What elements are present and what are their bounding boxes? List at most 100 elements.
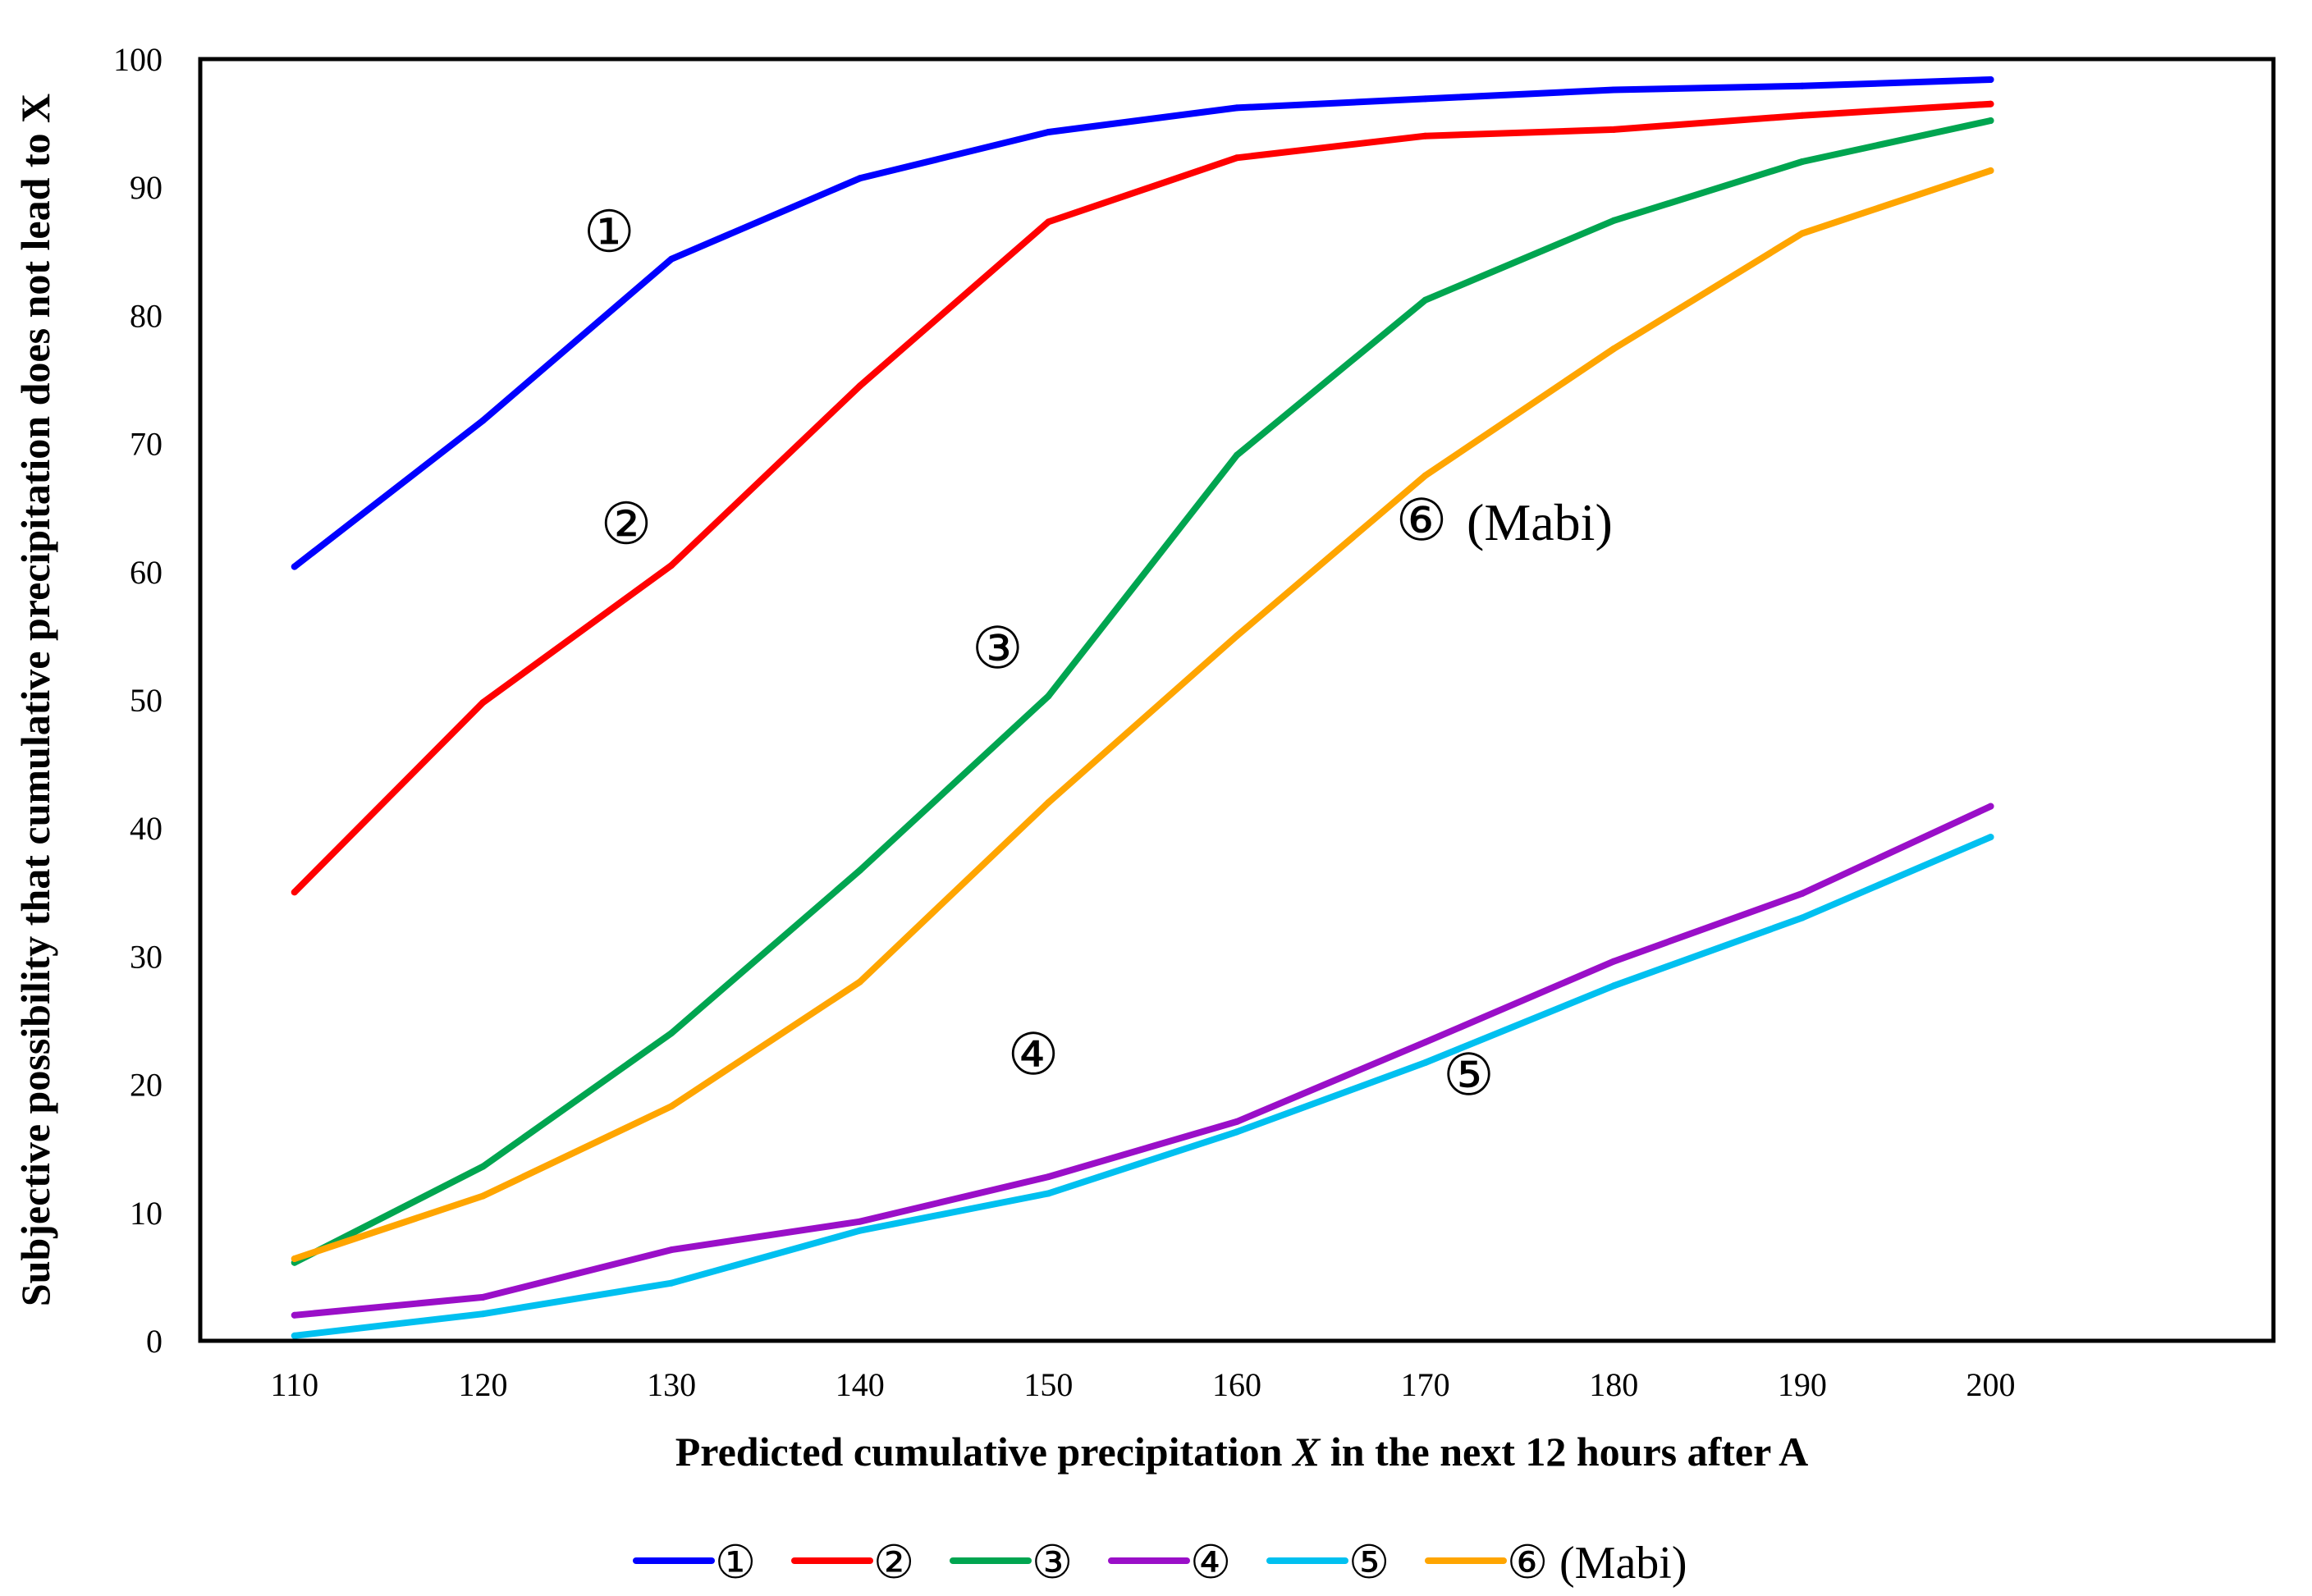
data-point <box>1610 86 1618 94</box>
data-point <box>479 699 487 707</box>
data-point <box>1987 834 1994 841</box>
data-point <box>1045 693 1052 700</box>
legend-item-3: ③ <box>950 1536 1073 1589</box>
x-tick-label: 110 <box>271 1366 319 1403</box>
data-point <box>1234 632 1240 639</box>
data-point <box>291 889 298 896</box>
y-tick-label: 50 <box>130 682 163 719</box>
data-point <box>479 417 487 424</box>
data-point <box>291 1255 298 1262</box>
data-point <box>668 1103 675 1110</box>
series-line-2 <box>291 100 1994 896</box>
data-point <box>856 382 863 390</box>
data-point <box>1798 158 1806 165</box>
series-line-4 <box>291 803 1994 1319</box>
y-tick-label: 70 <box>130 426 163 463</box>
data-point <box>856 867 863 874</box>
data-point <box>1422 132 1429 139</box>
legend-label: ② <box>873 1536 914 1589</box>
x-axis-ticks: 110 120 130 140 150 160 170 180 190 200 <box>271 1366 2016 1403</box>
data-point <box>479 1293 487 1301</box>
series-line-5 <box>291 834 1994 1339</box>
data-point <box>1798 914 1806 921</box>
series-line-6 <box>291 167 1994 1262</box>
series-points-2 <box>291 100 1994 896</box>
data-point <box>1045 1173 1052 1181</box>
plot-lines <box>291 76 1994 1339</box>
data-point <box>856 978 863 985</box>
y-axis-ticks: 0 10 20 30 40 50 60 70 80 90 100 <box>113 41 163 1360</box>
annotation-3: ③ <box>972 615 1023 682</box>
data-point <box>291 563 298 570</box>
y-tick-label: 100 <box>113 41 163 78</box>
series-points-4 <box>291 803 1994 1319</box>
data-point <box>1234 1128 1240 1136</box>
data-point <box>479 1310 487 1318</box>
data-point <box>1234 104 1240 112</box>
legend-label: ③ <box>1032 1536 1073 1589</box>
data-point <box>1798 889 1806 897</box>
data-point <box>1234 451 1240 459</box>
data-point <box>1422 1039 1429 1046</box>
data-point <box>1798 230 1806 237</box>
y-tick-label: 80 <box>130 297 163 334</box>
data-point <box>479 1192 487 1200</box>
data-point <box>1798 112 1806 119</box>
data-point <box>1234 1118 1240 1125</box>
x-tick-label: 120 <box>458 1366 507 1403</box>
x-tick-label: 130 <box>647 1366 696 1403</box>
data-point <box>1610 958 1618 965</box>
legend-item-2: ② <box>791 1536 914 1589</box>
data-point <box>1234 154 1240 162</box>
series-points-1 <box>291 76 1994 570</box>
data-point <box>1422 95 1429 103</box>
series-points-3 <box>291 117 1994 1266</box>
x-tick-label: 140 <box>836 1366 885 1403</box>
data-point <box>856 175 863 182</box>
x-tick-label: 190 <box>1778 1366 1827 1403</box>
data-point <box>1422 296 1429 304</box>
annotation-4-suffix: (Mabi) <box>1467 493 1613 551</box>
series-line-1 <box>291 76 1994 570</box>
series-annotations: ① ② ③ ⑥ (Mabi) ④ ⑤ <box>584 198 1613 1109</box>
x-axis-title-variable: X <box>1291 1429 1321 1475</box>
y-tick-label: 0 <box>146 1323 163 1360</box>
y-tick-label: 40 <box>130 810 163 847</box>
data-point <box>1045 1190 1052 1197</box>
data-point <box>479 1163 487 1170</box>
data-point <box>1610 982 1618 990</box>
x-tick-label: 160 <box>1212 1366 1261 1403</box>
annotation-6: ⑤ <box>1443 1041 1495 1109</box>
data-point <box>668 562 675 569</box>
data-point <box>1610 217 1618 224</box>
series-line-3 <box>291 117 1994 1266</box>
x-axis-title: Predicted cumulative precipitation X in … <box>675 1429 1809 1475</box>
data-point <box>291 1332 298 1339</box>
y-tick-label: 10 <box>130 1195 163 1232</box>
legend-item-6: ⑥ (Mabi) <box>1425 1536 1687 1589</box>
data-point <box>1045 799 1052 806</box>
data-point <box>1987 76 1994 83</box>
data-point <box>1987 100 1994 107</box>
data-point <box>1422 1059 1429 1066</box>
x-tick-label: 150 <box>1023 1366 1073 1403</box>
data-point <box>668 255 675 263</box>
data-point <box>1422 472 1429 479</box>
annotation-5: ④ <box>1008 1021 1060 1088</box>
data-point <box>1987 803 1994 810</box>
y-axis-title: Subjective possibility that cumulative p… <box>12 94 58 1306</box>
data-point <box>1045 218 1052 226</box>
legend-item-4: ④ <box>1108 1536 1231 1589</box>
data-point <box>856 1218 863 1225</box>
y-tick-label: 90 <box>130 169 163 206</box>
legend-label: ④ <box>1190 1536 1231 1589</box>
series-points-5 <box>291 834 1994 1339</box>
y-tick-label: 30 <box>130 938 163 975</box>
data-point <box>1798 82 1806 89</box>
annotation-4: ⑥ <box>1396 487 1448 554</box>
x-axis-title-suffix: in the next 12 hours after A <box>1320 1429 1808 1475</box>
data-point <box>1610 345 1618 352</box>
legend-label-suffix: (Mabi) <box>1559 1538 1687 1589</box>
legend: ① ② ③ ④ ⑤ ⑥ (Mabi) <box>633 1536 1687 1589</box>
